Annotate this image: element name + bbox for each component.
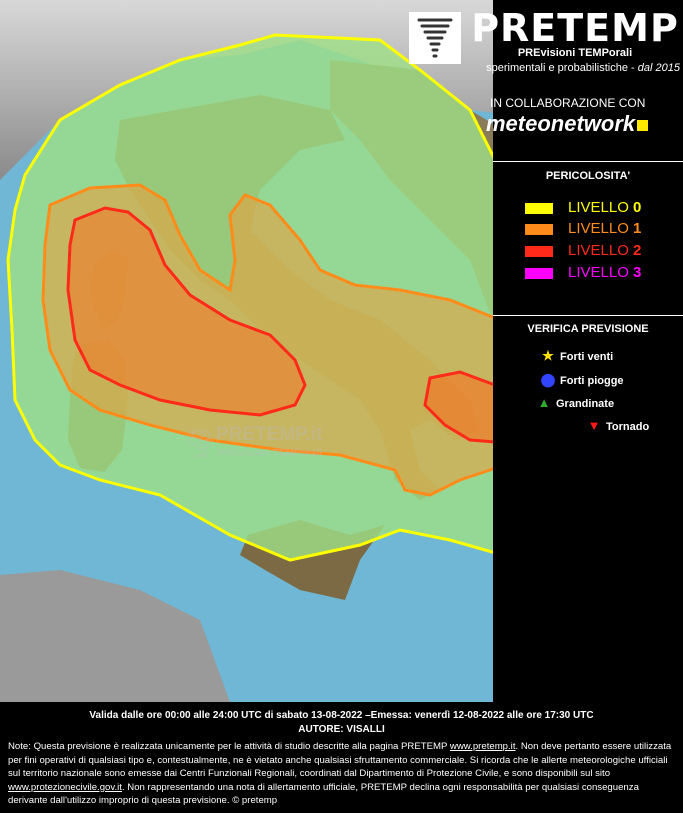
partner-name: meteonetwork: [486, 111, 636, 136]
level-0-swatch: [525, 203, 553, 214]
star-icon: ★: [542, 348, 554, 363]
disclaimer-note: Note: Questa previsione è realizzata uni…: [8, 741, 672, 806]
red-triangle-icon: ▼: [587, 418, 601, 433]
tagline-main: sperimentali e probabilistiche -: [486, 62, 638, 74]
tagline-since: dal 2015: [637, 62, 680, 74]
watermark-title: PRETEMP.it: [216, 424, 323, 445]
pretemp-link[interactable]: www.pretemp.it: [449, 741, 516, 752]
validity-text: Valida dalle ore 00:00 alle 24:00 UTC di…: [89, 710, 594, 721]
tornado-watermark-icon: 🌪: [182, 427, 218, 458]
africa-land: [0, 570, 230, 702]
verification-winds: ★ Forti venti: [540, 348, 613, 366]
level-2-swatch: [525, 246, 553, 257]
watermark-subtitle: PREvisioni TEMPorali: [218, 448, 322, 459]
watermark: 🌪 PRETEMP.it PREvisioni TEMPorali: [178, 420, 340, 468]
green-triangle-icon: ▲: [537, 395, 551, 410]
legend-panel: [493, 0, 683, 702]
meteonetwork-logo: meteonetwork: [486, 111, 649, 137]
level-2-area-tyrrhenian: [66, 206, 307, 417]
protezionecivile-link[interactable]: www.protezionecivile.gov.it: [8, 781, 122, 793]
author-text: AUTORE: VISALLI: [298, 724, 385, 735]
level-0-label: LIVELLO 0: [568, 199, 642, 216]
level-2-label: LIVELLO 2: [568, 242, 642, 259]
footer: Valida dalle ore 00:00 alle 24:00 UTC di…: [0, 702, 683, 813]
divider: [493, 161, 683, 162]
legend-title: PERICOLOSITA': [545, 170, 631, 182]
verification-tornado: ▼ Tornado: [587, 418, 650, 433]
brand-subtitle: PREvisioni TEMPorali: [517, 47, 633, 59]
verification-hail: ▲ Grandinate: [537, 395, 615, 410]
level-1-swatch: [525, 224, 553, 235]
collab-label: IN COLLABORAZIONE CON: [490, 96, 646, 110]
divider: [493, 315, 683, 316]
level-3-label: LIVELLO 3: [568, 264, 642, 281]
tornado-logo-icon: [409, 12, 461, 64]
partner-square-icon: [637, 119, 649, 131]
brand-title: PRETEMP: [471, 6, 679, 50]
blue-dot-icon: ⬤: [540, 372, 556, 387]
level-1-label: LIVELLO 1: [568, 220, 642, 237]
brand-tagline: sperimentali e probabilistiche - dal 201…: [450, 62, 680, 74]
verification-rain: ⬤ Forti piogge: [540, 372, 624, 387]
verification-title: VERIFICA PREVISIONE: [527, 323, 649, 335]
level-3-swatch: [525, 268, 553, 279]
